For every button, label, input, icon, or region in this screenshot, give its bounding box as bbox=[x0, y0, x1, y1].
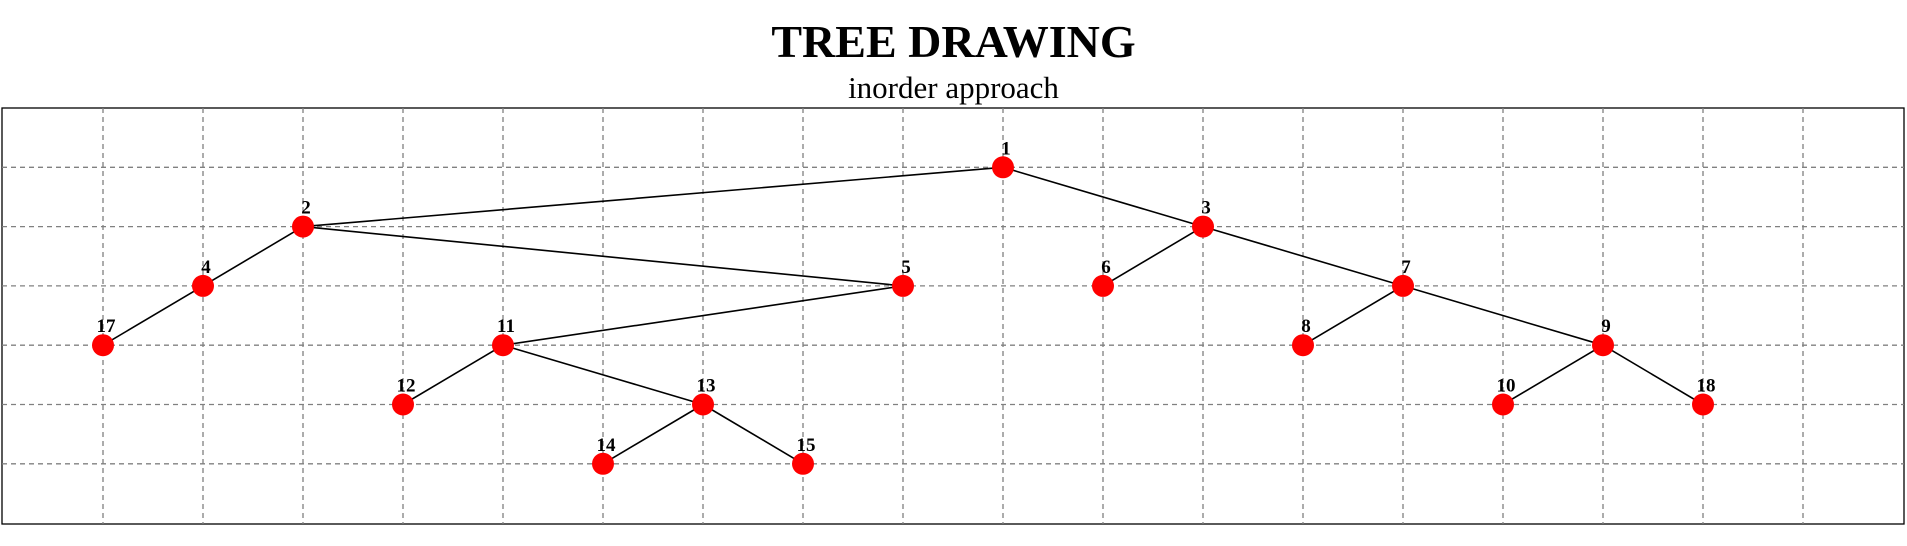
node-4: 4 bbox=[192, 257, 214, 297]
node-18: 18 bbox=[1692, 376, 1716, 416]
node-circle bbox=[492, 334, 514, 357]
node-label: 9 bbox=[1601, 316, 1611, 337]
edge-9-18 bbox=[1602, 344, 1704, 406]
node-5: 5 bbox=[892, 257, 914, 297]
node-circle bbox=[1392, 274, 1414, 297]
edge-13-15 bbox=[702, 403, 804, 465]
node-circle bbox=[1592, 334, 1614, 357]
node-15: 15 bbox=[792, 435, 816, 475]
edge-11-12 bbox=[402, 344, 504, 406]
node-circle bbox=[1092, 274, 1114, 297]
node-label: 11 bbox=[497, 316, 515, 337]
edge-1-3 bbox=[1002, 166, 1204, 228]
node-label: 8 bbox=[1301, 316, 1311, 337]
node-circle bbox=[792, 452, 814, 475]
edge-3-7 bbox=[1202, 225, 1404, 287]
edge-5-11 bbox=[502, 285, 904, 346]
edge-9-10 bbox=[1502, 344, 1604, 406]
node-label: 10 bbox=[1497, 376, 1516, 397]
tree-edges bbox=[102, 166, 1704, 465]
node-label: 14 bbox=[597, 435, 617, 456]
edge-11-13 bbox=[502, 344, 704, 406]
edge-13-14 bbox=[602, 403, 704, 465]
node-circle bbox=[1692, 393, 1714, 416]
node-circle bbox=[192, 274, 214, 297]
edge-4-17 bbox=[102, 285, 204, 346]
node-label: 13 bbox=[697, 376, 716, 397]
node-12: 12 bbox=[392, 376, 416, 416]
node-11: 11 bbox=[492, 316, 515, 357]
node-9: 9 bbox=[1592, 316, 1614, 357]
node-circle bbox=[692, 393, 714, 416]
node-label: 7 bbox=[1401, 257, 1411, 278]
node-circle bbox=[292, 215, 314, 238]
node-label: 5 bbox=[901, 257, 911, 278]
node-label: 6 bbox=[1101, 257, 1111, 278]
node-6: 6 bbox=[1092, 257, 1114, 297]
node-circle bbox=[592, 452, 614, 475]
node-circle bbox=[992, 156, 1014, 179]
diagram-title: TREE DRAWING bbox=[771, 16, 1136, 67]
node-label: 15 bbox=[797, 435, 816, 456]
node-7: 7 bbox=[1392, 257, 1414, 297]
node-circle bbox=[92, 334, 114, 357]
node-3: 3 bbox=[1192, 198, 1214, 238]
node-label: 4 bbox=[201, 257, 211, 278]
node-label: 12 bbox=[397, 376, 416, 397]
node-circle bbox=[1292, 334, 1314, 357]
node-circle bbox=[892, 274, 914, 297]
edge-3-6 bbox=[1102, 225, 1204, 287]
node-circle bbox=[1492, 393, 1514, 416]
node-14: 14 bbox=[592, 435, 616, 475]
node-label: 2 bbox=[301, 198, 311, 219]
edge-7-8 bbox=[1302, 285, 1404, 346]
edge-2-4 bbox=[202, 225, 304, 287]
node-label: 18 bbox=[1697, 376, 1716, 397]
node-circle bbox=[1192, 215, 1214, 238]
node-label: 1 bbox=[1001, 138, 1011, 159]
node-label: 3 bbox=[1201, 198, 1211, 219]
node-10: 10 bbox=[1492, 376, 1516, 416]
diagram-frame bbox=[1, 107, 1905, 525]
edge-7-9 bbox=[1402, 285, 1604, 346]
node-circle bbox=[392, 393, 414, 416]
diagram-subtitle: inorder approach bbox=[848, 70, 1059, 105]
edge-1-2 bbox=[302, 166, 1004, 228]
node-label: 17 bbox=[97, 316, 117, 337]
node-13: 13 bbox=[692, 376, 716, 416]
node-8: 8 bbox=[1292, 316, 1314, 357]
node-2: 2 bbox=[292, 198, 314, 238]
node-1: 1 bbox=[992, 138, 1014, 179]
edge-2-5 bbox=[302, 225, 904, 287]
node-17: 17 bbox=[92, 316, 117, 357]
